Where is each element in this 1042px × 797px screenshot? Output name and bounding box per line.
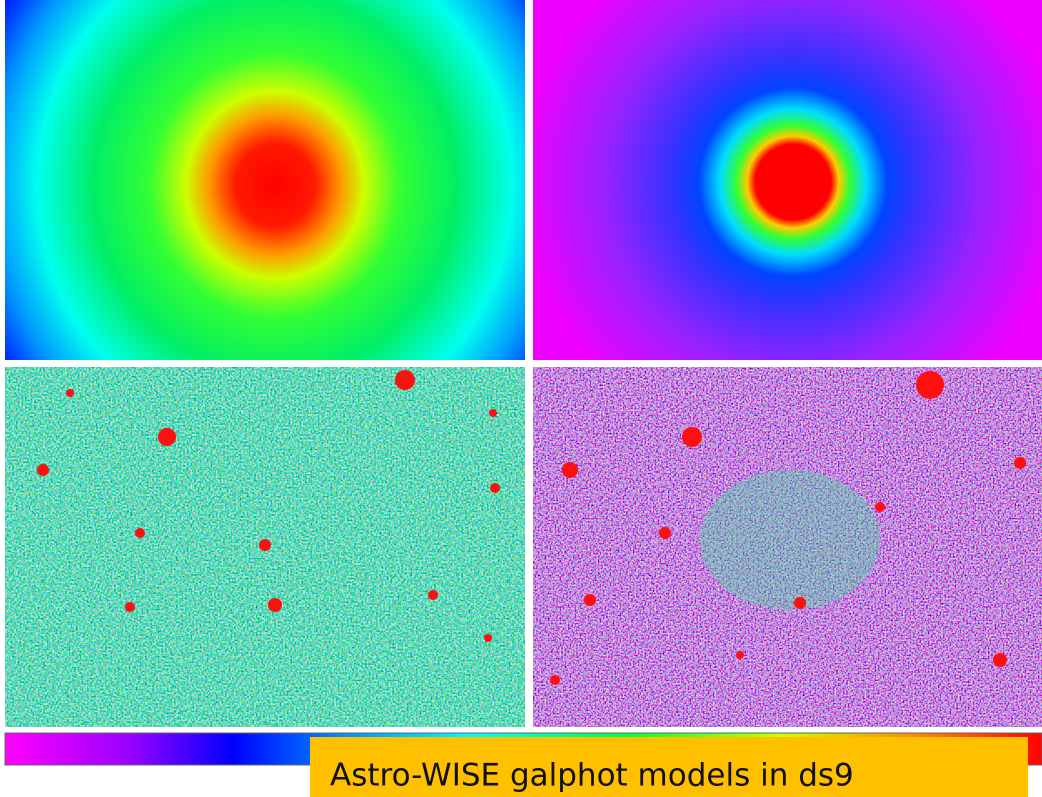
ds9-screenshot: Astro-WISE galphot models in ds9: [0, 0, 1042, 797]
model-panel: [5, 0, 525, 360]
residual-center: [700, 470, 880, 610]
page: Astro-WISE galphot models in ds9 (() => …: [0, 0, 1042, 797]
caption: Astro-WISE galphot models in ds9: [330, 758, 854, 794]
image-panel: [533, 0, 1042, 360]
